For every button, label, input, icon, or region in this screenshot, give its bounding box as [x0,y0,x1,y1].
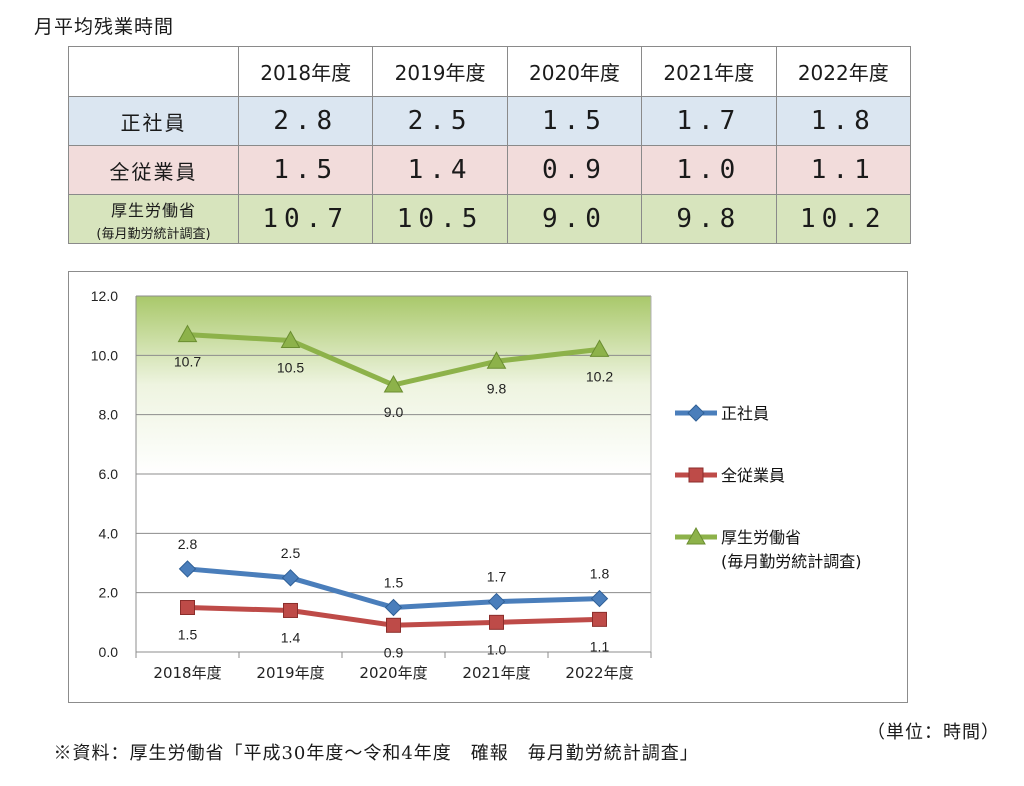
legend-label: 厚生労働省 [721,528,801,547]
data-point-seishain-legend [687,404,705,422]
y-tick-label: 8.0 [99,407,119,423]
column-header: 2018年度 [237,46,374,97]
data-label: 10.7 [174,354,201,370]
table-cell: 1.0 [641,145,777,195]
data-label: 1.5 [178,627,198,643]
row-label: 厚生労働省 (毎月勤労統計調査) [68,194,239,244]
table-row: 正社員 2.8 2.5 1.5 1.7 1.8 [68,96,912,146]
data-point-seishain [487,592,506,611]
line-chart: 0.0 2.0 4.0 6.0 8.0 10.0 12.0 2018年度 2019年度 2020年… [91,288,862,682]
chart-frame: 0.0 2.0 4.0 6.0 8.0 10.0 12.0 2018年度 2019年度 2020年… [68,271,908,703]
column-header: 2019年度 [372,46,508,97]
row-label: 全従業員 [68,145,239,195]
column-header: 2020年度 [506,46,643,97]
table-cell: 1.8 [775,96,912,146]
footnote-source: ※資料：厚生労働省「平成30年度～令和4年度 確報 毎月勤労統計調査」 [53,743,699,764]
table-cell: 10.5 [372,194,508,244]
data-point-seishain [590,589,609,608]
data-point-zenjugyoin [283,602,298,618]
y-tick-label: 12.0 [91,288,118,304]
overtime-table: 2018年度 2019年度 2020年度 2021年度 2022年度 正社員 2… [68,46,912,244]
data-label: 1.7 [487,569,507,585]
x-tick-label: 2021年度 [462,664,530,682]
row-label-sub: (毎月勤労統計調査) [96,226,211,242]
table-cell: 1.5 [237,145,374,195]
table-cell: 9.0 [506,194,643,244]
data-label: 9.8 [487,380,507,396]
table-cell: 9.8 [641,194,777,244]
table-cell: 10.2 [775,194,912,244]
data-label: 0.9 [384,644,404,660]
data-label: 2.5 [281,545,301,561]
x-tick-label: 2022年度 [565,664,633,682]
data-point-mhlw [177,324,198,343]
data-label: 10.5 [277,360,304,376]
x-tick-label: 2018年度 [153,664,221,682]
table-row: 厚生労働省 (毎月勤労統計調査) 10.7 10.5 9.0 9.8 10.2 [68,194,912,244]
page-title: 月平均残業時間 [34,16,175,38]
table-cell: 1.4 [372,145,508,195]
data-label: 1.1 [590,638,610,654]
table-cell: 1.1 [775,145,912,195]
table-cell: 10.7 [237,194,374,244]
y-tick-label: 0.0 [99,644,119,660]
data-label: 10.2 [586,368,613,384]
row-label-main: 厚生労働省 [110,200,196,220]
row-label: 正社員 [68,96,239,146]
table-row: 全従業員 1.5 1.4 0.9 1.0 1.1 [68,145,912,195]
table-header-row: 2018年度 2019年度 2020年度 2021年度 2022年度 [68,46,912,97]
data-point-mhlw [383,374,404,393]
data-point-zenjugyoin [592,611,607,627]
data-point-seishain [384,598,403,617]
column-header: 2021年度 [641,46,777,97]
column-header: 2022年度 [775,46,912,97]
data-label: 2.8 [178,536,198,552]
legend-label: 全従業員 [721,466,785,485]
y-tick-label: 6.0 [99,466,119,482]
data-point-mhlw-legend [686,526,706,545]
legend-label-sub: (毎月勤労統計調査) [721,552,862,571]
y-tick-label: 10.0 [91,347,118,363]
data-label: 9.0 [384,404,404,420]
data-point-seishain [281,569,300,587]
table-cell: 2.8 [237,96,374,146]
footnote-unit: （単位：時間） [867,722,1000,743]
y-tick-label: 2.0 [99,585,119,601]
y-tick-label: 4.0 [99,525,119,541]
data-label: 1.8 [590,566,610,582]
data-point-zenjugyoin-legend [688,467,704,483]
data-point-mhlw [486,351,507,369]
table-cell: 1.5 [506,96,643,146]
data-label: 1.0 [487,641,507,657]
x-tick-label: 2019年度 [256,664,324,682]
data-point-mhlw [589,339,610,357]
footnote: ※資料：厚生労働省「平成30年度～令和4年度 確報 毎月勤労統計調査」 （単位：… [40,718,999,786]
data-point-zenjugyoin [386,617,401,633]
data-point-mhlw [280,330,301,348]
table-cell: 2.5 [372,96,508,146]
table-cell: 0.9 [506,145,643,195]
data-label: 1.5 [384,575,404,591]
data-label: 1.4 [281,629,301,645]
x-tick-label: 2020年度 [359,664,427,682]
table-corner-cell [68,46,239,97]
data-point-zenjugyoin [180,600,195,615]
data-point-seishain [178,560,197,578]
data-point-zenjugyoin [489,614,504,630]
table-cell: 1.7 [641,96,777,146]
legend-label: 正社員 [721,404,769,423]
